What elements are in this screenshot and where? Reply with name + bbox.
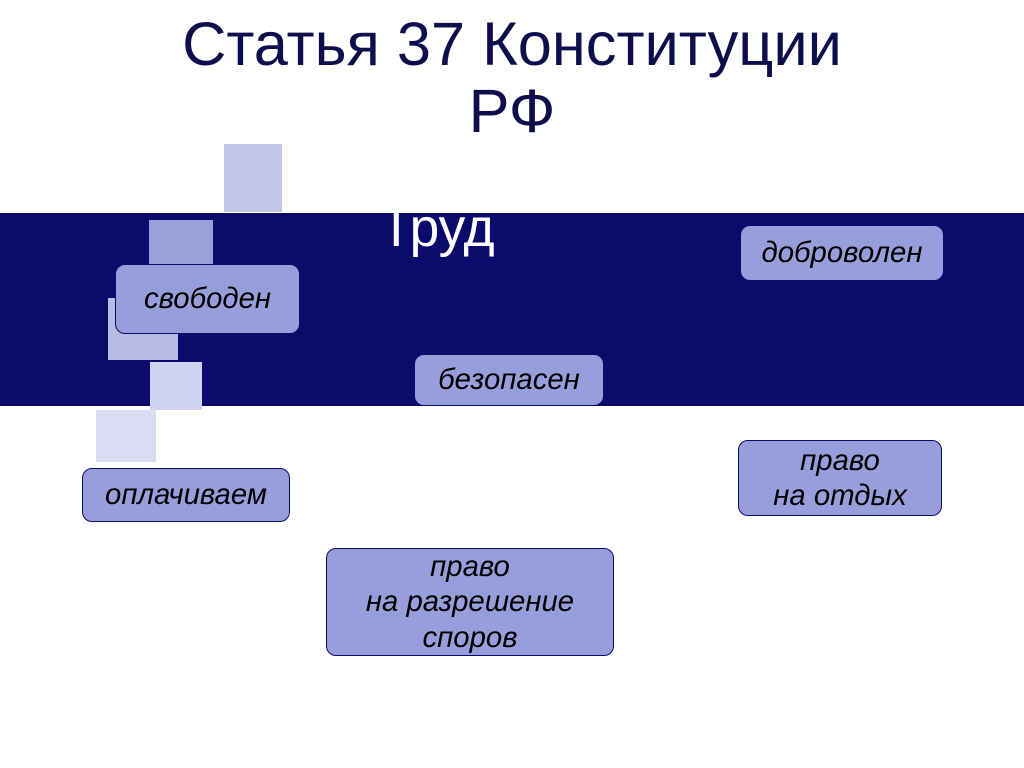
node-oplachivaem: оплачиваем: [82, 468, 290, 522]
deco-square: [150, 362, 202, 410]
node-pravo-spory: правона разрешениеспоров: [326, 548, 614, 656]
deco-square: [224, 144, 282, 212]
slide-title: Статья 37 Конституции РФ: [0, 10, 1024, 145]
title-line2: РФ: [469, 76, 556, 145]
slide-subtitle: Труд: [380, 198, 495, 259]
node-svoboden: свободен: [115, 264, 300, 334]
node-pravo-otdyh: правона отдых: [738, 440, 942, 516]
deco-square: [96, 410, 156, 462]
slide-canvas: Статья 37 Конституции РФ Труд свободен до…: [0, 0, 1024, 768]
node-label: правона отдых: [773, 443, 906, 513]
title-line1: Статья 37 Конституции: [182, 9, 842, 78]
left-accent-block: [0, 253, 55, 299]
node-label: безопасен: [438, 362, 580, 397]
node-label: правона разрешениеспоров: [366, 549, 574, 655]
node-label: свободен: [144, 281, 271, 316]
node-label: оплачиваем: [105, 477, 267, 512]
node-label: доброволен: [762, 235, 923, 270]
node-bezopasen: безопасен: [414, 354, 604, 406]
node-dobrovolen: доброволен: [740, 225, 944, 281]
